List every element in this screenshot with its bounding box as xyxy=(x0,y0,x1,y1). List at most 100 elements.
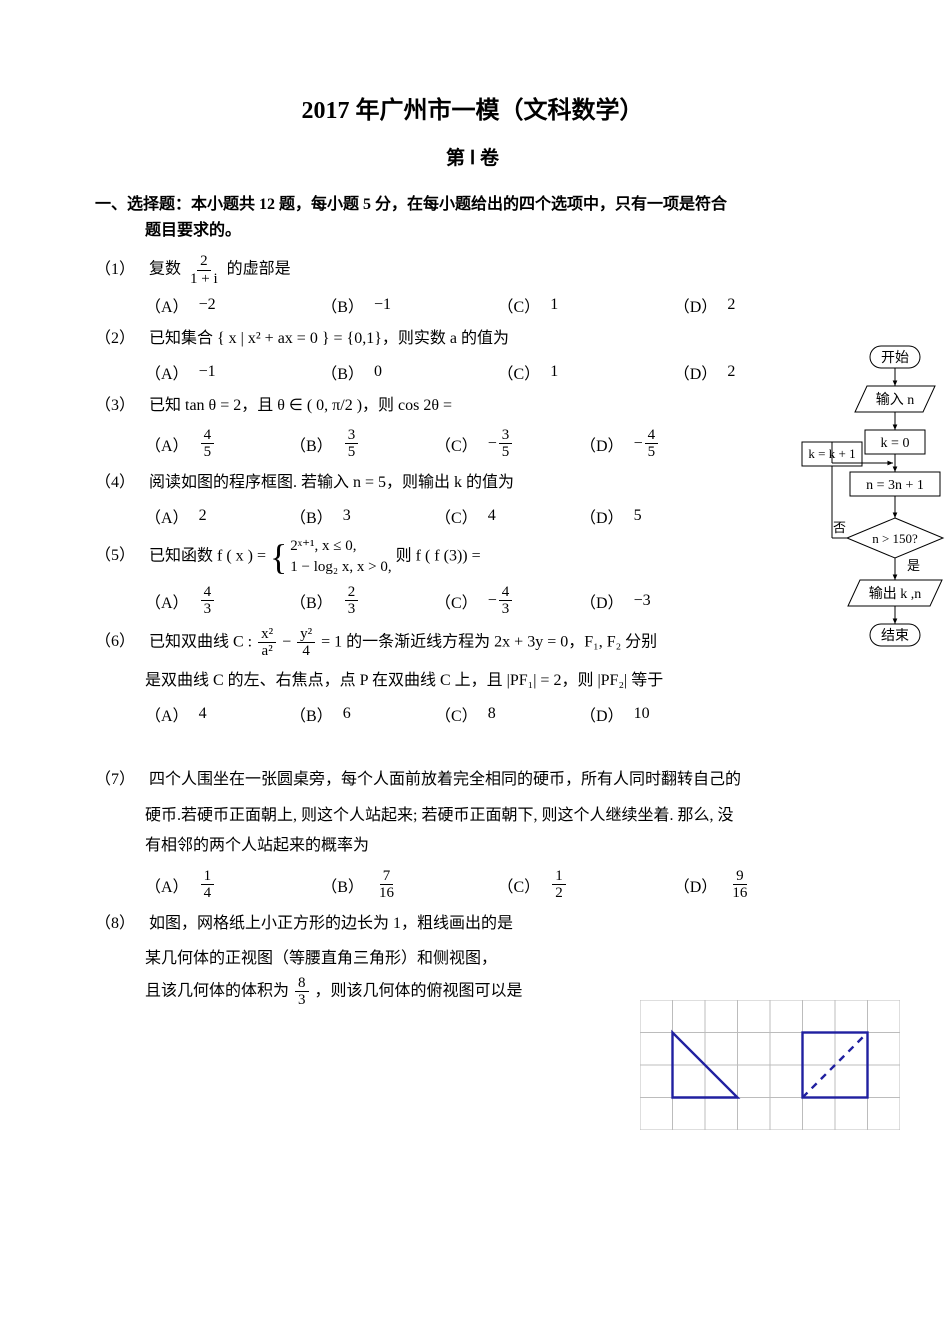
q2-text: 已知集合 { x | x² + ax = 0 } = {0,1}，则实数 a 的… xyxy=(149,330,509,347)
q8-line2: 某几何体的正视图（等腰直角三角形）和侧视图， xyxy=(95,944,605,974)
q6-optB: 6 xyxy=(343,705,351,723)
q5-optC-tag: （C） xyxy=(435,589,478,613)
q6-optA-tag: （A） xyxy=(145,702,189,726)
question-4: （4） 阅读如图的程序框图. 若输入 n = 5，则输出 k 的值为 xyxy=(95,469,675,498)
svg-text:n > 150?: n > 150? xyxy=(872,531,918,546)
q3-f3n: 3 xyxy=(499,427,513,445)
q5-f2d: 3 xyxy=(345,601,359,618)
q7-f4n: 9 xyxy=(733,868,747,886)
q7-options: （A） 14 （B） 716 （C） 12 （D） 916 xyxy=(95,868,850,902)
q6-optD: 10 xyxy=(634,705,650,723)
q6-options: （A）4 （B）6 （C）8 （D）10 xyxy=(95,702,725,726)
q5-optB-tag: （B） xyxy=(290,589,333,613)
q7-number: （7） xyxy=(95,766,145,795)
q1-optB-tag: （B） xyxy=(321,293,364,317)
q5-case1: 2ˣ⁺¹, x ≤ 0, xyxy=(290,536,391,557)
question-5: （5） 已知函数 f ( x ) = { 2ˣ⁺¹, x ≤ 0, 1 − lo… xyxy=(95,536,675,578)
q1-optA: −2 xyxy=(199,296,216,314)
q6-line1c: = 1 的一条渐近线方程为 2x + 3y = 0，F₁, F₂ 分别 xyxy=(321,633,657,650)
q6-line1b: − xyxy=(282,633,295,650)
q8-line3a: 且该几何体的体积为 xyxy=(145,982,293,999)
section-1-line1: 一、选择题：本小题共 12 题，每小题 5 分，在每小题给出的四个选项中，只有一… xyxy=(95,196,727,213)
q8-number: （8） xyxy=(95,910,145,939)
q2-optB: 0 xyxy=(374,363,382,381)
q2-optD-tag: （D） xyxy=(674,360,718,384)
q2-optD: 2 xyxy=(727,363,735,381)
q1-optD-tag: （D） xyxy=(674,293,718,317)
q3-optD-tag: （D） xyxy=(580,432,624,456)
q7-optA-tag: （A） xyxy=(145,873,189,897)
q3-f1n: 4 xyxy=(201,427,215,445)
section-1-line2: 题目要求的。 xyxy=(95,218,850,244)
svg-text:输出 k ,n: 输出 k ,n xyxy=(869,586,922,602)
q4-optC: 4 xyxy=(488,507,496,525)
q6-optA: 4 xyxy=(199,705,207,723)
q5-case2: 1 − log₂ x, x > 0, xyxy=(290,557,391,578)
q6-optC-tag: （C） xyxy=(435,702,478,726)
grid-figure xyxy=(640,1000,900,1135)
q4-optA-tag: （A） xyxy=(145,504,189,528)
q5-optA-tag: （A） xyxy=(145,589,189,613)
q4-optB: 3 xyxy=(343,507,351,525)
flowchart-figure: 开始输入 nk = 0n = 3n + 1n > 150?是输出 k ,n结束否… xyxy=(800,342,945,777)
q3-f1d: 5 xyxy=(201,444,215,461)
q6-line2: 是双曲线 C 的左、右焦点，点 P 在双曲线 C 上，且 |PF₁| = 2，则… xyxy=(95,666,725,696)
q1-optA-tag: （A） xyxy=(145,293,189,317)
q6-fr2n: y² xyxy=(297,626,315,644)
page-title: 2017 年广州市一模（文科数学） xyxy=(95,90,850,125)
q7-line1: 四个人围坐在一张圆桌旁，每个人面前放着完全相同的硬币，所有人同时翻转自己的 xyxy=(149,771,741,788)
q3-optC-tag: （C） xyxy=(435,432,478,456)
q1-optB: −1 xyxy=(374,296,391,314)
q4-number: （4） xyxy=(95,469,145,498)
q5-number: （5） xyxy=(95,542,145,571)
q3-f2n: 3 xyxy=(345,427,359,445)
q5-options: （A） 43 （B） 23 （C） −43 （D）−3 xyxy=(95,584,725,618)
q1-optC: 1 xyxy=(550,296,558,314)
q4-optA: 2 xyxy=(199,507,207,525)
q1-optD: 2 xyxy=(727,296,735,314)
q6-number: （6） xyxy=(95,628,145,657)
q7-optC-tag: （C） xyxy=(498,873,541,897)
q7-optD-tag: （D） xyxy=(674,873,718,897)
q6-line1a: 已知双曲线 C : xyxy=(149,633,256,650)
q7-optB-tag: （B） xyxy=(321,873,364,897)
q1-frac-num: 2 xyxy=(197,253,211,271)
q4-optC-tag: （C） xyxy=(435,504,478,528)
q7-f4d: 16 xyxy=(729,885,750,902)
svg-text:n = 3n + 1: n = 3n + 1 xyxy=(866,478,924,493)
q1-number: （1） xyxy=(95,256,145,285)
q4-options: （A）2 （B）3 （C）4 （D）5 xyxy=(95,504,725,528)
question-2: （2） 已知集合 { x | x² + ax = 0 } = {0,1}，则实数… xyxy=(95,325,850,354)
q8-line3b: ，则该几何体的俯视图可以是 xyxy=(315,982,523,999)
q5-f1n: 4 xyxy=(201,584,215,602)
q5-f3n: 4 xyxy=(499,584,513,602)
q7-f1d: 4 xyxy=(201,885,215,902)
q5-f2n: 2 xyxy=(345,584,359,602)
q3-text: 已知 tan θ = 2，且 θ ∈ ( 0, π/2 )，则 cos 2θ = xyxy=(149,397,452,414)
svg-text:开始: 开始 xyxy=(881,350,909,366)
svg-text:是: 是 xyxy=(907,558,920,573)
q7-f3d: 2 xyxy=(552,885,566,902)
q7-f1n: 1 xyxy=(201,868,215,886)
q5-text-tail: 则 f ( f (3)) = xyxy=(396,547,481,564)
q1-optC-tag: （C） xyxy=(498,293,541,317)
q1-options: （A） −2 （B） −1 （C） 1 （D） 2 xyxy=(95,293,850,317)
q5-f1d: 3 xyxy=(201,601,215,618)
q3-optA-tag: （A） xyxy=(145,432,189,456)
q4-text: 阅读如图的程序框图. 若输入 n = 5，则输出 k 的值为 xyxy=(149,474,514,491)
svg-text:否: 否 xyxy=(833,520,846,535)
q1-text-lead: 复数 xyxy=(149,261,185,278)
q8-line3: 且该几何体的体积为 83 ，则该几何体的俯视图可以是 xyxy=(95,975,605,1009)
section-1-header: 一、选择题：本小题共 12 题，每小题 5 分，在每小题给出的四个选项中，只有一… xyxy=(95,192,850,243)
q1-text-tail: 的虚部是 xyxy=(227,261,291,278)
q7-f2d: 16 xyxy=(376,885,397,902)
q2-optA: −1 xyxy=(199,363,216,381)
q4-optD: 5 xyxy=(634,507,642,525)
q8-frd: 3 xyxy=(295,992,309,1009)
q7-line3: 有相邻的两个人站起来的概率为 xyxy=(95,831,850,861)
q3-options: （A） 45 （B） 35 （C） −35 （D） −45 xyxy=(95,427,725,461)
q3-f4d: 5 xyxy=(645,444,659,461)
svg-text:k = 0: k = 0 xyxy=(881,436,910,451)
q2-optB-tag: （B） xyxy=(321,360,364,384)
q6-fr1n: x² xyxy=(258,626,276,644)
